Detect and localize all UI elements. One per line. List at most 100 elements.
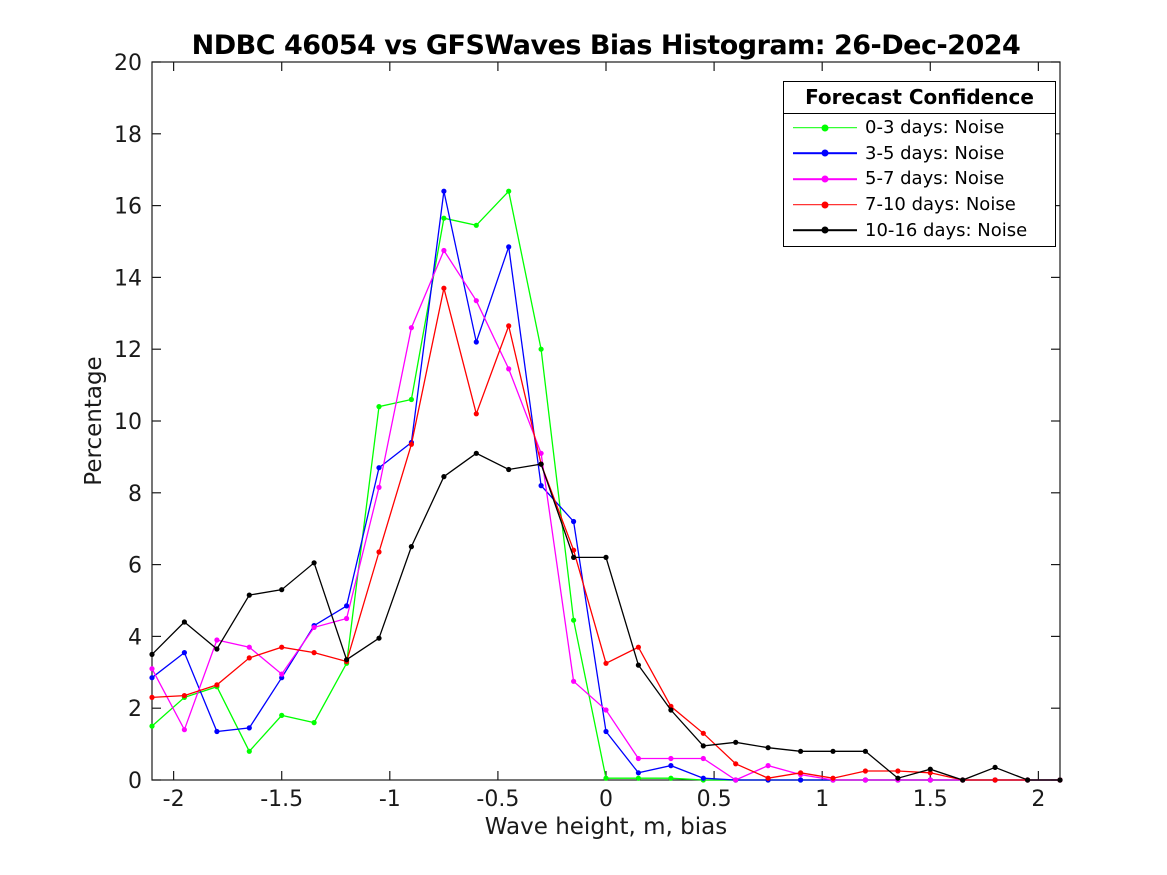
series-marker-10-16-days [830, 748, 836, 754]
x-tick-label: 0 [599, 787, 613, 812]
series-marker-5-7-days [668, 755, 674, 762]
series-marker-3-5-days [214, 728, 220, 735]
series-marker-3-5-days [344, 603, 350, 609]
series-marker-10-16-days [408, 544, 414, 550]
series-marker-10-16-days [1025, 777, 1031, 783]
series-marker-5-7-days [279, 671, 285, 677]
series-marker-7-10-days [246, 655, 252, 661]
legend-line-sample [793, 149, 857, 157]
series-marker-0-3-days [635, 775, 642, 781]
series-marker-10-16-days [311, 560, 317, 566]
series-marker-3-5-days [246, 725, 252, 731]
legend-line-sample [793, 226, 857, 234]
series-marker-5-7-days [538, 450, 544, 456]
x-tick-label: 1.5 [913, 787, 948, 812]
legend-entries: 0-3 days: Noise 3-5 days: Noise 5-7 days: … [784, 114, 1055, 245]
series-marker-7-10-days [700, 730, 706, 736]
series-marker-5-7-days [311, 624, 317, 631]
series-marker-7-10-days [733, 761, 739, 767]
series-marker-7-10-days [927, 770, 933, 776]
series-marker-7-10-days [214, 682, 220, 688]
y-tick-label: 12 [114, 338, 142, 363]
legend-entry-label: 7-10 days: Noise [865, 194, 1016, 216]
series-marker-5-7-days [344, 615, 350, 622]
series-marker-5-7-days [603, 707, 609, 713]
series-line-5-7-days [151, 249, 1060, 781]
series-marker-10-16-days [603, 554, 609, 561]
y-tick-label: 18 [114, 123, 142, 148]
chart-title: NDBC 46054 vs GFSWaves Bias Histogram: 2… [191, 30, 1021, 61]
series-marker-5-7-days [149, 666, 155, 672]
y-tick-label: 0 [128, 769, 142, 794]
series-marker-0-3-days [441, 215, 447, 221]
x-tick-label: -1 [379, 787, 401, 812]
series-marker-7-10-days [149, 694, 155, 701]
series-marker-7-10-days [992, 777, 998, 783]
legend-marker-dot-icon [821, 226, 829, 234]
series-marker-5-7-days [733, 777, 739, 783]
series-marker-0-3-days [149, 723, 155, 729]
series-marker-10-16-days [895, 775, 901, 781]
series-marker-10-16-days [441, 474, 447, 480]
y-tick-label: 10 [114, 410, 142, 435]
series-marker-5-7-days [246, 644, 252, 650]
series-marker-3-5-days [635, 770, 642, 776]
series-marker-7-10-days [181, 693, 187, 699]
series-marker-10-16-days [862, 748, 869, 754]
series-marker-3-5-days [181, 650, 187, 656]
series-marker-5-7-days [376, 484, 382, 490]
series-marker-0-3-days [473, 222, 479, 228]
series-marker-10-16-days [927, 766, 933, 772]
series-marker-0-3-days [279, 712, 285, 719]
series-marker-3-5-days [279, 675, 285, 681]
series-marker-3-5-days [441, 188, 447, 194]
series-marker-7-10-days [506, 323, 512, 329]
series-marker-3-5-days [149, 675, 155, 681]
series-marker-10-16-days [149, 651, 155, 658]
series-marker-5-7-days [635, 755, 642, 762]
series-marker-5-7-days [862, 777, 869, 783]
x-tick-label: 1 [815, 787, 829, 812]
series-marker-7-10-days [603, 660, 609, 666]
legend-entry-label: 3-5 days: Noise [865, 142, 1005, 164]
series-marker-7-10-days [765, 775, 771, 781]
series-marker-10-16-days [473, 450, 479, 456]
legend-marker-dot-icon [821, 149, 829, 157]
series-line-0-3-days [151, 189, 1060, 781]
series-marker-10-16-days [571, 554, 577, 561]
y-tick-label: 14 [114, 266, 142, 291]
y-tick-label: 2 [128, 697, 142, 722]
legend-box: Forecast Confidence 0-3 days: Noise 3-5 d… [783, 81, 1056, 247]
legend-entry-10-16-days: 10-16 days: Noise [784, 217, 1055, 243]
x-tick-label: -0.5 [476, 787, 519, 812]
legend-entry-label: 5-7 days: Noise [865, 168, 1005, 190]
series-marker-0-3-days [311, 720, 317, 726]
series-marker-10-16-days [798, 748, 804, 754]
series-marker-5-7-days [927, 777, 933, 783]
series-marker-10-16-days [668, 707, 674, 713]
series-marker-3-5-days [538, 483, 544, 489]
legend-line-sample [793, 124, 857, 132]
series-marker-3-5-days [506, 244, 512, 250]
series-marker-10-16-days [635, 662, 642, 668]
series-marker-7-10-days [571, 547, 577, 553]
legend-entry-7-10-days: 7-10 days: Noise [784, 192, 1055, 218]
series-marker-7-10-days [862, 768, 869, 774]
series-marker-3-5-days [700, 775, 706, 781]
x-tick-label: -2 [163, 787, 185, 812]
series-marker-0-3-days [571, 617, 577, 623]
legend-marker-dot-icon [821, 124, 829, 132]
series-marker-5-7-days [571, 678, 577, 684]
series-marker-10-16-days [181, 619, 187, 625]
x-tick-label: 2 [1031, 787, 1045, 812]
legend-line-sample [793, 201, 857, 209]
series-marker-5-7-days [181, 727, 187, 733]
legend-entry-0-3-days: 0-3 days: Noise [784, 115, 1055, 141]
series-marker-0-3-days [668, 775, 674, 781]
series-marker-7-10-days [376, 549, 382, 555]
series-marker-5-7-days [765, 763, 771, 769]
legend-entry-3-5-days: 3-5 days: Noise [784, 141, 1055, 167]
series-marker-5-7-days [441, 247, 447, 254]
x-axis-label: Wave height, m, bias [484, 814, 728, 840]
